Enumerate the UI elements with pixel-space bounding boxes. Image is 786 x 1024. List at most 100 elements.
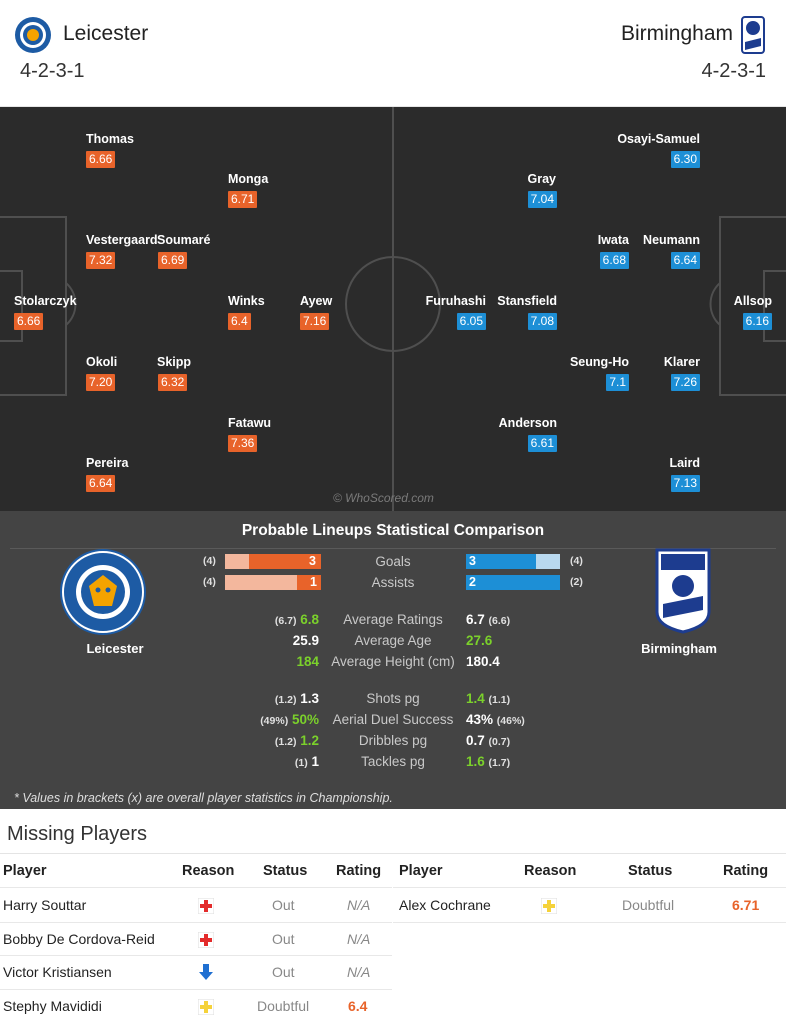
row-divider xyxy=(393,922,786,923)
player-name[interactable]: Fatawu xyxy=(228,416,272,430)
home-col-reason[interactable]: Reason xyxy=(182,863,235,879)
home-team-name[interactable]: Leicester xyxy=(63,22,149,45)
lineup-comparison: Probable Lineups Statistical Comparison … xyxy=(0,511,786,809)
player-name[interactable]: Alex Cochrane xyxy=(399,897,491,913)
player-rating: 7.08 xyxy=(527,313,557,330)
player-name[interactable]: Winks xyxy=(228,294,265,308)
away-col-player[interactable]: Player xyxy=(399,863,443,879)
home-team-label: Leicester xyxy=(86,641,144,656)
player-name[interactable]: Bobby De Cordova-Reid xyxy=(3,931,155,947)
player-name[interactable]: Monga xyxy=(228,172,269,186)
player-name[interactable]: Vestergaard xyxy=(86,233,158,247)
away-stat-value: 27.6 xyxy=(466,633,493,648)
missing-players-title: Missing Players xyxy=(7,823,148,845)
home-assists-bar xyxy=(297,575,321,590)
leicester-crest-icon xyxy=(15,17,51,53)
table-row[interactable]: Victor Kristiansen Out N/A xyxy=(0,956,392,989)
player-rating: 6.4 xyxy=(228,313,251,330)
home-col-rating[interactable]: Rating xyxy=(336,863,382,879)
away-stat-value: 6.7 (6.6) xyxy=(466,612,511,627)
player-rating: 6.30 xyxy=(670,151,700,168)
watermark: © WhoScored.com xyxy=(333,491,434,505)
away-goals-value: 3 xyxy=(469,554,476,568)
player-name[interactable]: Stephy Mavididi xyxy=(3,998,102,1014)
status: Out xyxy=(272,964,295,980)
home-goals-bar xyxy=(249,554,321,569)
away-stat-value: 180.4 xyxy=(466,654,500,669)
player-name[interactable]: Osayi-Samuel xyxy=(617,132,700,146)
away-col-rating[interactable]: Rating xyxy=(723,863,769,879)
stat-label: Average Height (cm) xyxy=(331,654,455,669)
player-rating: 6.71 xyxy=(228,191,258,208)
player-name[interactable]: Gray xyxy=(527,172,557,186)
stat-label: Average Age xyxy=(354,633,432,648)
status: Doubtful xyxy=(257,998,310,1014)
player-rating: 7.1 xyxy=(606,374,629,391)
player-rating: 7.36 xyxy=(228,435,258,452)
player-name[interactable]: Iwata xyxy=(597,233,629,247)
away-stat-bracket: (6.6) xyxy=(488,615,511,627)
home-col-status[interactable]: Status xyxy=(263,863,308,879)
home-stat-value: (1.2) 1.3 xyxy=(274,691,319,706)
stat-label: Aerial Duel Success xyxy=(332,712,454,727)
player-rating: 7.26 xyxy=(670,374,700,391)
player-name[interactable]: Pereira xyxy=(86,456,129,470)
away-assists-bar xyxy=(466,575,560,590)
player-name[interactable]: Seung-Ho xyxy=(569,355,629,369)
home-assists-count: (4) xyxy=(203,576,216,588)
table-row[interactable]: Alex Cochrane Doubtful 6.71 xyxy=(393,889,786,922)
pitch: Thomas 6.66 Monga 6.71 Vestergaard 7.32 … xyxy=(0,107,786,511)
divider xyxy=(10,548,776,549)
player-rating: 6.61 xyxy=(527,435,557,452)
rating: N/A xyxy=(347,931,371,947)
player-name[interactable]: Ayew xyxy=(300,294,333,308)
stat-label: Tackles pg xyxy=(361,754,425,769)
player-name[interactable]: Anderson xyxy=(498,416,557,430)
player-name[interactable]: Stansfield xyxy=(497,294,557,308)
home-assists-value: 1 xyxy=(310,575,317,589)
player-name[interactable]: Furuhashi xyxy=(425,294,486,308)
row-divider xyxy=(0,887,392,888)
player-name[interactable]: Thomas xyxy=(86,132,134,146)
player-rating: 6.69 xyxy=(158,252,188,269)
player-rating: 6.64 xyxy=(86,475,116,492)
player-name[interactable]: Victor Kristiansen xyxy=(3,964,112,980)
rating: N/A xyxy=(347,897,371,913)
home-goals-value: 3 xyxy=(309,554,316,568)
footnote: * Values in brackets (x) are overall pla… xyxy=(14,791,393,805)
away-col-reason[interactable]: Reason xyxy=(524,863,577,879)
away-assists-value: 2 xyxy=(469,575,476,589)
home-goals-count: (4) xyxy=(203,555,216,567)
stat-label: Shots pg xyxy=(366,691,420,706)
goals-label: Goals xyxy=(375,554,411,569)
player-name[interactable]: Laird xyxy=(669,456,700,470)
divider xyxy=(0,853,786,854)
home-stat-value: (1.2) 1.2 xyxy=(274,733,319,748)
birmingham-crest-icon xyxy=(741,16,765,54)
away-team-label: Birmingham xyxy=(641,641,717,656)
player-name[interactable]: Neumann xyxy=(643,233,700,247)
injury-icon xyxy=(198,898,214,914)
table-row[interactable]: Bobby De Cordova-Reid Out N/A xyxy=(0,923,392,956)
away-team-name[interactable]: Birmingham xyxy=(620,22,733,45)
player-rating: 7.32 xyxy=(86,252,116,269)
home-col-player[interactable]: Player xyxy=(3,863,47,879)
pitch-markings xyxy=(0,107,786,511)
player-name[interactable]: Soumaré xyxy=(157,233,211,247)
doubtful-icon xyxy=(541,898,557,914)
player-name[interactable]: Okoli xyxy=(86,355,118,369)
status: Out xyxy=(272,931,295,947)
table-row[interactable]: Stephy Mavididi Doubtful 6.4 xyxy=(0,990,392,1023)
player-name[interactable]: Skipp xyxy=(157,355,192,369)
player-name[interactable]: Klarer xyxy=(663,355,700,369)
player-name[interactable]: Harry Souttar xyxy=(3,897,87,913)
table-row[interactable]: Harry Souttar Out N/A xyxy=(0,889,392,922)
player-rating: 6.64 xyxy=(670,252,700,269)
player-name[interactable]: Allsop xyxy=(733,294,772,308)
away-col-status[interactable]: Status xyxy=(628,863,673,879)
home-stat-value: 25.9 xyxy=(292,633,319,648)
player-rating: 7.04 xyxy=(527,191,557,208)
away-stat-value: 43% (46%) xyxy=(466,712,525,727)
player-name[interactable]: Stolarczyk xyxy=(14,294,77,308)
